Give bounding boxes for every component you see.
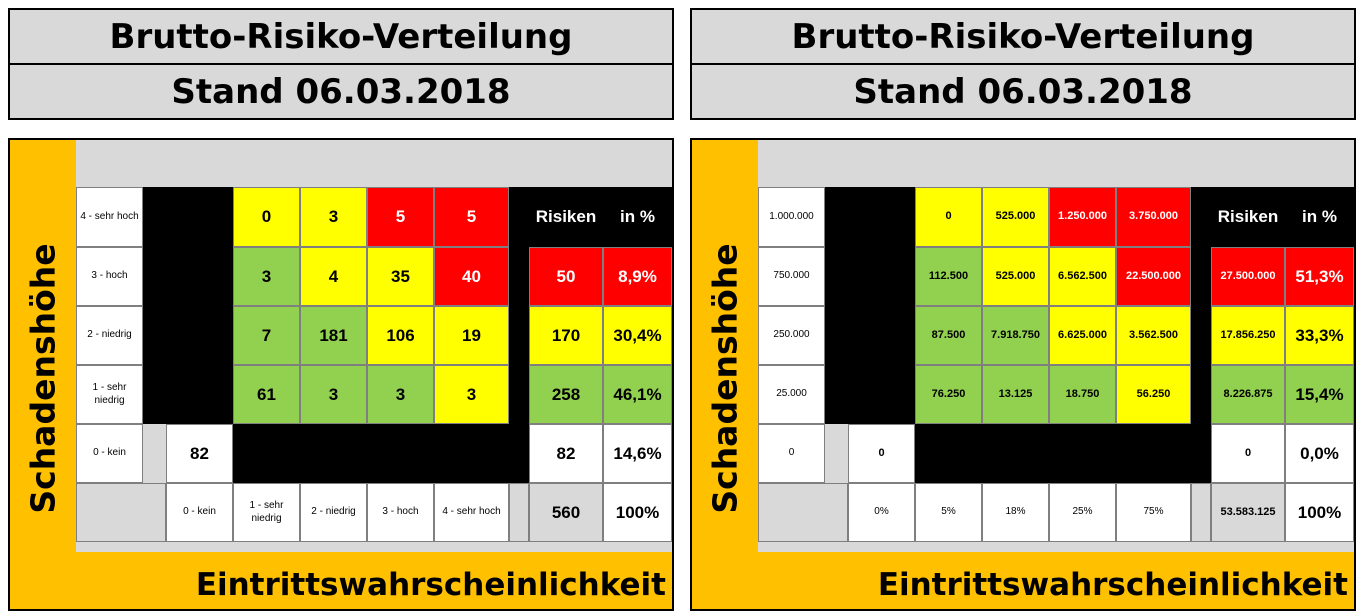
row-label: 4 - sehr hoch [76, 187, 143, 247]
matrix-cell: 3 [367, 365, 434, 424]
row-label: 0 - kein [76, 424, 143, 483]
x-label: 25% [1049, 483, 1116, 542]
matrix-cell: 76.250 [915, 365, 982, 424]
matrix-cell: 22.500.000 [1116, 247, 1191, 306]
pct-header: in % [603, 187, 672, 247]
matrix-cell: 18.750 [1049, 365, 1116, 424]
risiken-cell: 82 [529, 424, 603, 483]
risk-matrix-grid: 1.000.000 0 525.000 1.250.000 3.750.000 … [758, 140, 1354, 552]
pct-cell: 33,3% [1285, 306, 1354, 365]
zero-cell: 0 [848, 424, 915, 483]
row-label: 750.000 [758, 247, 825, 306]
matrix-cell: 525.000 [982, 247, 1049, 306]
pct-cell: 51,3% [1285, 247, 1354, 306]
right-panel: Brutto-Risiko-Verteilung Stand 06.03.201… [690, 8, 1356, 611]
pct-cell: 8,9% [603, 247, 672, 306]
matrix-cell: 6.562.500 [1049, 247, 1116, 306]
x-axis-label: Eintrittswahrscheinlichkeit [877, 567, 1348, 603]
matrix-cell: 13.125 [982, 365, 1049, 424]
risiken-cell: 27.500.000 [1211, 247, 1285, 306]
matrix-cell: 5 [367, 187, 434, 247]
row-label: 3 - hoch [76, 247, 143, 306]
x-label: 0 - kein [166, 483, 233, 542]
x-axis-label: Eintrittswahrscheinlichkeit [195, 567, 666, 603]
row-label: 2 - niedrig [76, 306, 143, 365]
matrix-cell: 3.562.500 [1116, 306, 1191, 365]
x-label: 4 - sehr hoch [434, 483, 509, 542]
matrix-cell: 112.500 [915, 247, 982, 306]
matrix-cell: 3 [300, 187, 367, 247]
row-label: 1.000.000 [758, 187, 825, 247]
panel-title: Brutto-Risiko-Verteilung [690, 8, 1356, 65]
risiken-cell: 170 [529, 306, 603, 365]
pct-cell: 14,6% [603, 424, 672, 483]
y-axis-label: Schadenshöhe [23, 242, 63, 514]
matrix-cell: 87.500 [915, 306, 982, 365]
x-label: 75% [1116, 483, 1191, 542]
total-cell: 53.583.125 [1211, 483, 1285, 542]
matrix-cell: 5 [434, 187, 509, 247]
zero-cell: 82 [166, 424, 233, 483]
matrix-cell: 7.918.750 [982, 306, 1049, 365]
matrix-cell: 6.625.000 [1049, 306, 1116, 365]
risiken-header: Risiken [529, 187, 603, 247]
matrix-cell: 3 [233, 247, 300, 306]
left-panel: Brutto-Risiko-Verteilung Stand 06.03.201… [8, 8, 674, 611]
matrix-cell: 181 [300, 306, 367, 365]
risk-matrix-frame: Schadenshöhe Eintrittswahrscheinlichkeit… [690, 138, 1356, 611]
matrix-cell: 0 [233, 187, 300, 247]
row-label: 1 - sehr niedrig [76, 365, 143, 424]
matrix-cell: 525.000 [982, 187, 1049, 247]
x-label: 1 - sehr niedrig [233, 483, 300, 542]
total-pct-cell: 100% [603, 483, 672, 542]
risiken-cell: 50 [529, 247, 603, 306]
x-label: 0% [848, 483, 915, 542]
matrix-cell: 35 [367, 247, 434, 306]
matrix-cell: 3 [434, 365, 509, 424]
matrix-cell: 19 [434, 306, 509, 365]
risiken-cell: 17.856.250 [1211, 306, 1285, 365]
x-label: 18% [982, 483, 1049, 542]
row-label: 250.000 [758, 306, 825, 365]
panel-date: Stand 06.03.2018 [690, 63, 1356, 120]
risiken-cell: 8.226.875 [1211, 365, 1285, 424]
matrix-cell: 106 [367, 306, 434, 365]
row-label: 25.000 [758, 365, 825, 424]
matrix-cell: 40 [434, 247, 509, 306]
pct-cell: 15,4% [1285, 365, 1354, 424]
risiken-cell: 258 [529, 365, 603, 424]
matrix-cell: 0 [915, 187, 982, 247]
matrix-cell: 56.250 [1116, 365, 1191, 424]
total-cell: 560 [529, 483, 603, 542]
matrix-cell: 3.750.000 [1116, 187, 1191, 247]
pct-cell: 30,4% [603, 306, 672, 365]
matrix-cell: 3 [300, 365, 367, 424]
risk-matrix-grid: 4 - sehr hoch 0 3 5 5 Risiken in % 3 - h… [76, 140, 672, 552]
x-label: 3 - hoch [367, 483, 434, 542]
total-pct-cell: 100% [1285, 483, 1354, 542]
row-label: 0 [758, 424, 825, 483]
y-axis-label: Schadenshöhe [705, 242, 745, 514]
x-label: 2 - niedrig [300, 483, 367, 542]
risiken-header: Risiken [1211, 187, 1285, 247]
x-label: 5% [915, 483, 982, 542]
matrix-cell: 61 [233, 365, 300, 424]
risiken-cell: 0 [1211, 424, 1285, 483]
matrix-cell: 1.250.000 [1049, 187, 1116, 247]
pct-cell: 0,0% [1285, 424, 1354, 483]
panel-title: Brutto-Risiko-Verteilung [8, 8, 674, 65]
risk-matrix-frame: Schadenshöhe Eintrittswahrscheinlichkeit… [8, 138, 674, 611]
pct-cell: 46,1% [603, 365, 672, 424]
pct-header: in % [1285, 187, 1354, 247]
panel-date: Stand 06.03.2018 [8, 63, 674, 120]
matrix-cell: 7 [233, 306, 300, 365]
matrix-cell: 4 [300, 247, 367, 306]
